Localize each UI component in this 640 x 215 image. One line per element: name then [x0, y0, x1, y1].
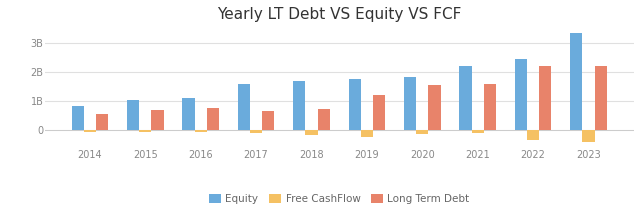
Bar: [317, 109, 330, 130]
Bar: [373, 95, 385, 130]
Bar: [207, 109, 219, 130]
Bar: [527, 130, 540, 140]
Bar: [582, 130, 595, 142]
Bar: [540, 66, 552, 130]
Bar: [361, 130, 373, 137]
Title: Yearly LT Debt VS Equity VS FCF: Yearly LT Debt VS Equity VS FCF: [217, 7, 461, 22]
Bar: [472, 130, 484, 133]
Bar: [139, 130, 151, 132]
Bar: [195, 130, 207, 132]
Bar: [460, 66, 472, 130]
Bar: [262, 111, 275, 130]
Bar: [72, 106, 84, 130]
Bar: [238, 84, 250, 130]
Bar: [305, 130, 317, 135]
Bar: [250, 130, 262, 133]
Bar: [570, 33, 582, 130]
Bar: [293, 81, 305, 130]
Bar: [595, 66, 607, 130]
Bar: [484, 84, 496, 130]
Bar: [84, 130, 96, 132]
Bar: [416, 130, 428, 134]
Bar: [96, 114, 108, 130]
Bar: [515, 59, 527, 130]
Bar: [151, 110, 164, 130]
Bar: [127, 100, 139, 130]
Bar: [404, 77, 416, 130]
Bar: [349, 80, 361, 130]
Legend: Equity, Free CashFlow, Long Term Debt: Equity, Free CashFlow, Long Term Debt: [205, 190, 474, 208]
Bar: [428, 85, 440, 130]
Bar: [182, 98, 195, 130]
